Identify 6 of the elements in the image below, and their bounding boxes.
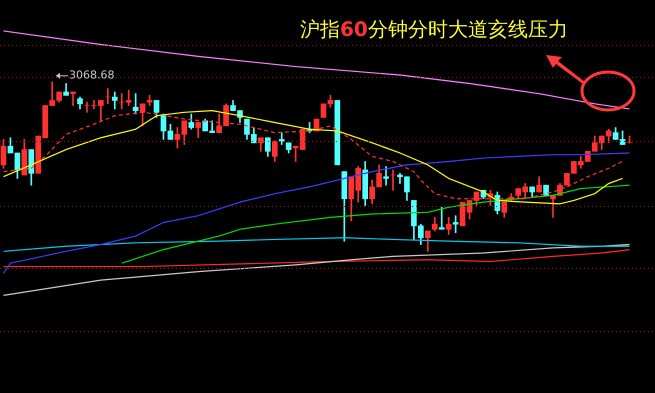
chart-title: 沪指60分钟分时大道亥线压力 <box>300 17 568 41</box>
annotation: 3068.68 <box>69 68 114 82</box>
candlestick <box>383 166 389 186</box>
candlestick <box>70 92 76 106</box>
candlestick <box>146 95 152 106</box>
candlestick <box>390 170 396 191</box>
